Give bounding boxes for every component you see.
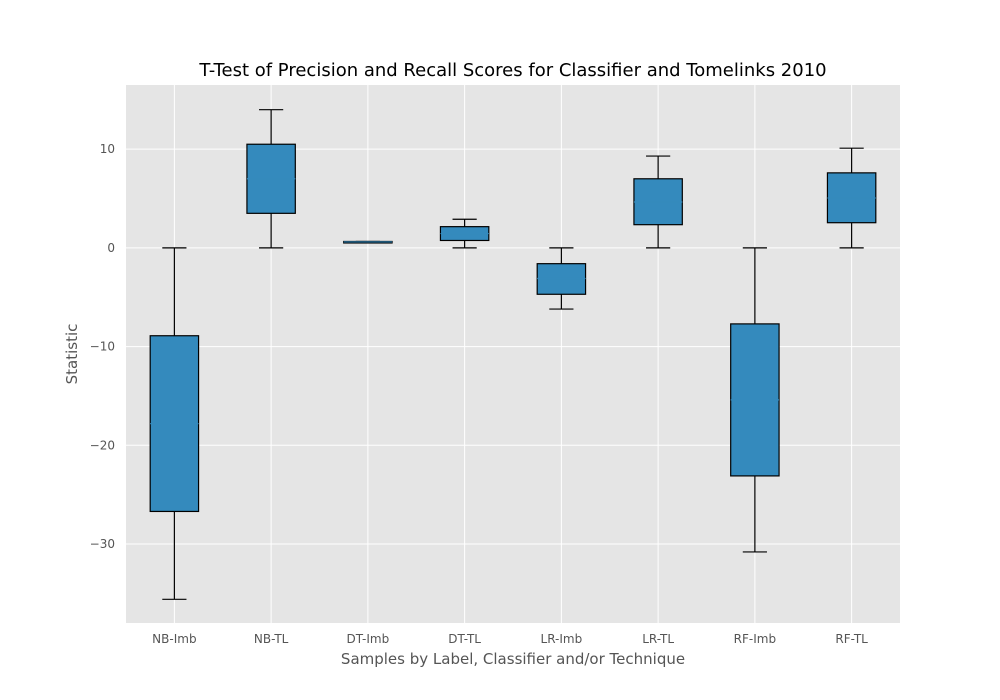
y-tick-label: 10 — [100, 142, 115, 156]
x-axis-label: Samples by Label, Classifier and/or Tech… — [341, 650, 685, 668]
y-tick-label: −10 — [90, 340, 115, 354]
chart-title: T-Test of Precision and Recall Scores fo… — [198, 60, 826, 81]
box-rf-imb — [730, 247, 780, 553]
box-dt-imb — [343, 240, 393, 244]
plot-background — [126, 85, 900, 623]
box-lr-tl — [633, 155, 683, 249]
box-nb-tl — [246, 109, 296, 249]
y-tick-label: −20 — [90, 438, 115, 452]
y-tick-label: 0 — [107, 241, 115, 255]
x-tick-label: NB-TL — [254, 632, 289, 646]
box-rf-tl — [826, 147, 877, 249]
tick-labels: 10 0 −10 −20 −30 NB-Imb NB-TL DT-Imb DT-TL LR-Imb… — [90, 142, 869, 646]
x-tick-label: NB-Imb — [152, 632, 196, 646]
boxes — [149, 109, 877, 600]
y-tick-label: −30 — [90, 537, 115, 551]
box-nb-imb — [149, 247, 200, 600]
x-tick-label: RF-Imb — [734, 632, 776, 646]
x-tick-label: DT-TL — [448, 632, 481, 646]
box-dt-tl — [439, 218, 490, 249]
x-tick-label: RF-TL — [835, 632, 868, 646]
x-tick-label: LR-Imb — [541, 632, 583, 646]
box-lr-imb — [536, 247, 587, 310]
y-axis-label: Statistic — [63, 324, 81, 385]
x-tick-label: DT-Imb — [347, 632, 390, 646]
x-tick-label: LR-TL — [642, 632, 674, 646]
